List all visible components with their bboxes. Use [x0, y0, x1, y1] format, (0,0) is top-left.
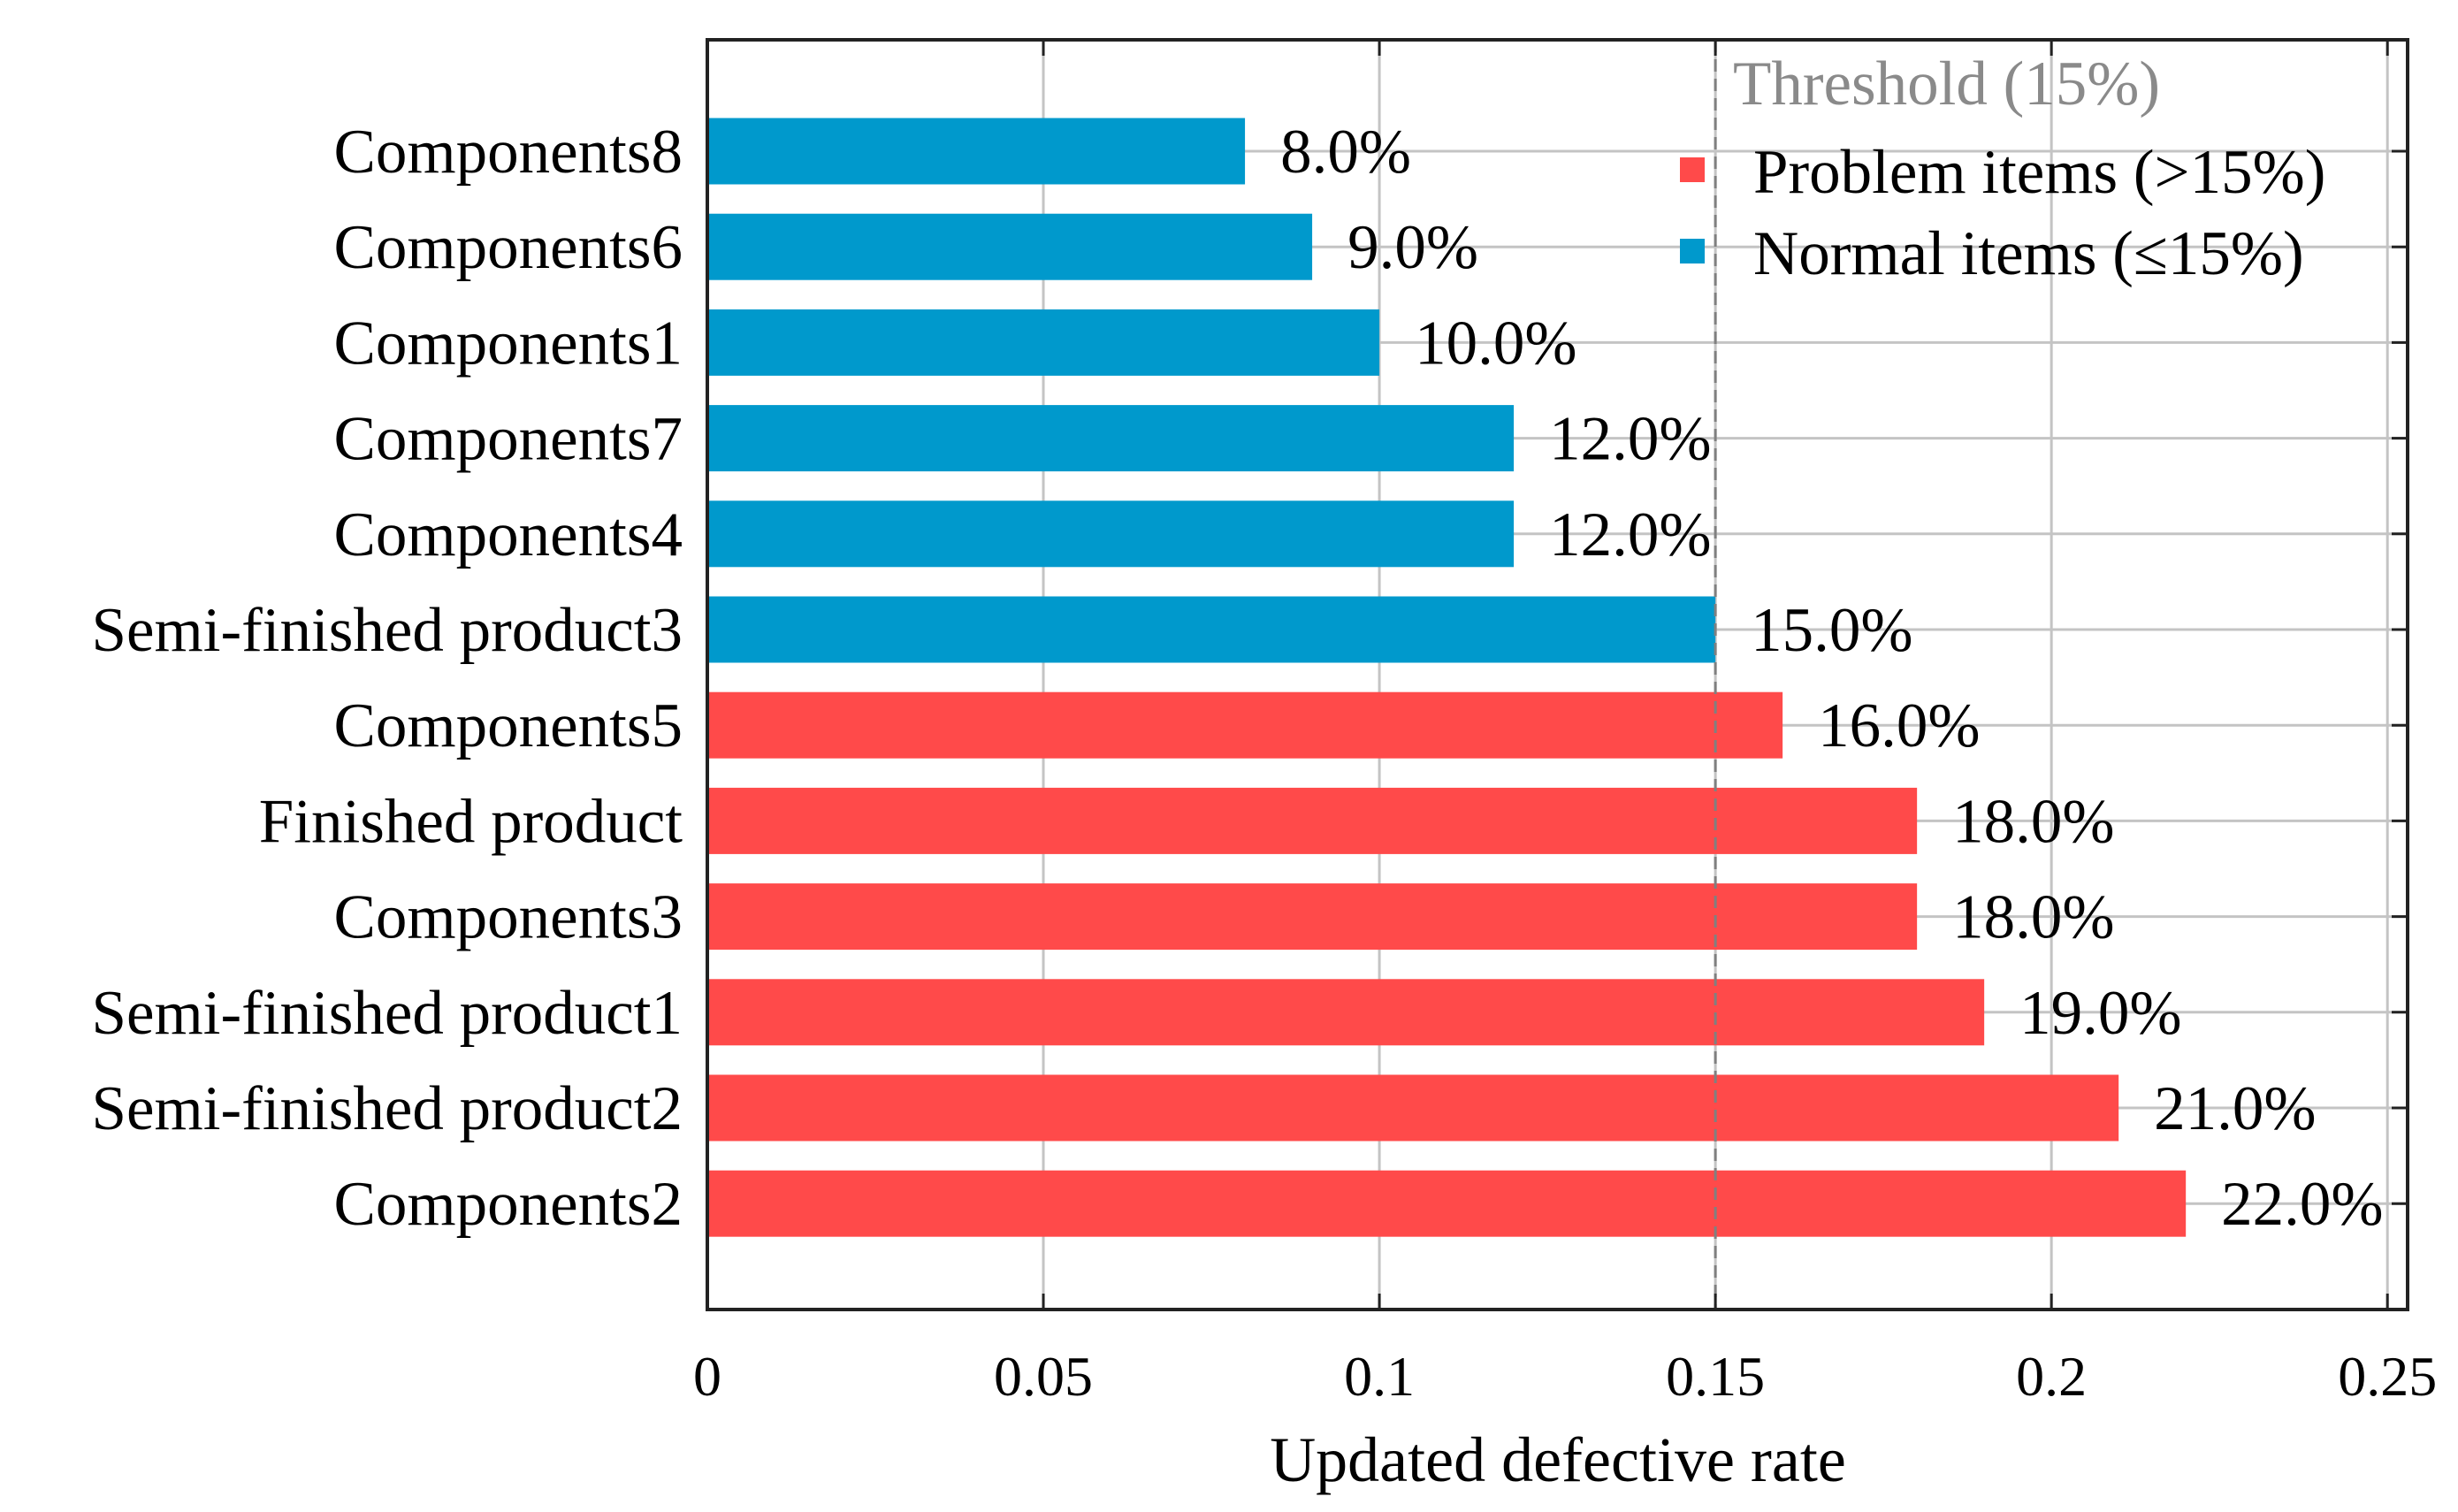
category-label: Components5 [334, 691, 683, 760]
legend-threshold-label: Threshold (15%) [1733, 50, 2160, 118]
data-label: 22.0% [2221, 1170, 2383, 1239]
category-label: Components3 [334, 883, 683, 952]
data-labels: 8.0% 9.0% 10.0% 12.0% 12.0% 15.0% 16.0% 18.0% 18… [1280, 118, 2384, 1239]
bar [707, 309, 1380, 376]
data-label: 16.0% [1818, 691, 1980, 760]
bar [707, 1170, 2187, 1237]
category-label: Semi-finished product2 [92, 1074, 683, 1143]
bar [707, 691, 1783, 759]
data-label: 12.0% [1549, 405, 1711, 474]
category-label: Components2 [334, 1170, 683, 1239]
tick-marks [706, 40, 2408, 1310]
legend-swatch-normal [1680, 239, 1705, 263]
data-label: 12.0% [1549, 500, 1711, 569]
category-label: Components1 [334, 309, 683, 378]
data-label: 15.0% [1751, 596, 1912, 665]
bar [707, 979, 1985, 1046]
bar [707, 596, 1716, 663]
bar [707, 1074, 2119, 1142]
category-labels: Components8 Components6 Components1 Compone… [92, 118, 683, 1239]
x-tick-label: 0.1 [1344, 1345, 1415, 1408]
bar [707, 213, 1313, 280]
data-label: 21.0% [2154, 1074, 2316, 1143]
x-tick-label: 0.15 [1666, 1345, 1765, 1408]
x-tick-label: 0.05 [994, 1345, 1093, 1408]
bar [707, 883, 1918, 951]
data-label: 10.0% [1415, 309, 1576, 378]
bar [707, 787, 1918, 854]
legend-swatch-problem [1680, 157, 1705, 182]
x-axis-label: Updated defective rate [1270, 1424, 1846, 1495]
bar [707, 500, 1515, 568]
category-label: Semi-finished product1 [92, 979, 683, 1048]
category-label: Components4 [334, 500, 683, 569]
data-label: 9.0% [1347, 213, 1478, 282]
data-label: 8.0% [1280, 118, 1411, 187]
category-label: Components7 [334, 405, 683, 474]
x-tick-label: 0.2 [2016, 1345, 2087, 1408]
data-label: 18.0% [1952, 883, 2114, 952]
bar [707, 118, 1246, 185]
x-tick-labels: 0 0.05 0.1 0.15 0.2 0.25 [693, 1345, 2437, 1408]
legend: Threshold (15%) Problem items (>15%) Nor… [1680, 50, 2325, 288]
x-tick-label: 0.25 [2338, 1345, 2437, 1408]
category-label: Components8 [334, 118, 683, 187]
legend-label-problem: Problem items (>15%) [1753, 138, 2325, 207]
bar [707, 405, 1515, 472]
axes-frame [706, 38, 2409, 1311]
x-tick-label: 0 [693, 1345, 721, 1408]
category-label: Finished product [259, 787, 683, 856]
data-label: 19.0% [2019, 979, 2181, 1048]
category-label: Semi-finished product3 [92, 596, 683, 665]
category-label: Components6 [334, 213, 683, 282]
data-label: 18.0% [1952, 787, 2114, 856]
legend-label-normal: Normal items (≤15%) [1753, 219, 2304, 288]
